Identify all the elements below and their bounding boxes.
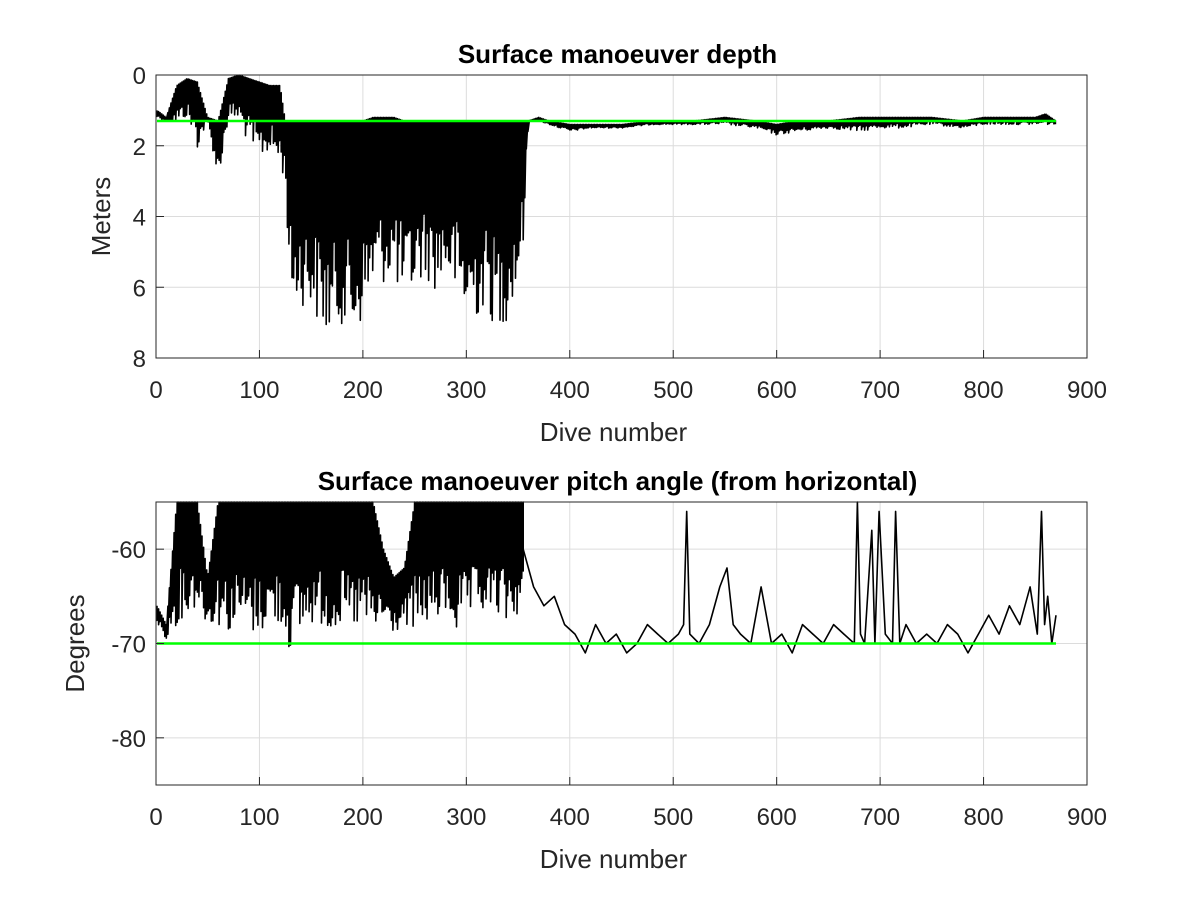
pitch-data-line-0: [156, 501, 524, 648]
depth-x-tick-label: 600: [757, 377, 797, 404]
pitch-series-layer: [156, 501, 1057, 654]
depth-plot: 0 100 200 300 400 500 600 700 800 900 0 2 4 6 8 Surfac…: [86, 39, 1107, 447]
depth-x-tick-label: 900: [1067, 377, 1107, 404]
pitch-x-tick-label: 700: [860, 804, 900, 831]
depth-y-tick-label: 6: [133, 275, 146, 302]
depth-x-tick-label: 0: [149, 377, 162, 404]
depth-y-tick-label: 2: [133, 134, 146, 161]
pitch-y-tick-label: -80: [111, 726, 146, 753]
pitch-plot: 0 100 200 300 400 500 600 700 800 900 -60 -70 -80 Su…: [60, 466, 1107, 874]
depth-x-tick-label: 200: [343, 377, 383, 404]
depth-y-axis-label: Meters: [86, 177, 116, 256]
pitch-x-tick-label: 100: [239, 804, 279, 831]
depth-x-tick-label: 100: [239, 377, 279, 404]
depth-chart-title: Surface manoeuver depth: [458, 39, 777, 69]
pitch-x-tick-label: 400: [550, 804, 590, 831]
depth-x-tick-label: 500: [653, 377, 693, 404]
pitch-x-tick-label: 500: [653, 804, 693, 831]
pitch-x-tick-label: 0: [149, 804, 162, 831]
pitch-y-tick-label: -60: [111, 537, 146, 564]
depth-x-tick-label: 800: [964, 377, 1004, 404]
depth-y-tick-label: 0: [133, 63, 146, 90]
depth-x-tick-label: 300: [446, 377, 486, 404]
depth-x-tick-label: 700: [860, 377, 900, 404]
depth-tick-layer: 0 100 200 300 400 500 600 700 800 900 0 2 4 6 8: [133, 63, 1107, 404]
pitch-x-axis-label: Dive number: [540, 844, 688, 874]
pitch-y-tick-label: -70: [111, 632, 146, 659]
pitch-x-tick-label: 200: [343, 804, 383, 831]
depth-y-tick-label: 4: [133, 205, 146, 232]
depth-x-axis-label: Dive number: [540, 417, 688, 447]
pitch-x-tick-label: 300: [446, 804, 486, 831]
pitch-chart-title: Surface manoeuver pitch angle (from hori…: [318, 466, 918, 496]
pitch-y-axis-label: Degrees: [60, 594, 90, 692]
depth-series-layer: [156, 74, 1057, 326]
pitch-tick-layer: 0 100 200 300 400 500 600 700 800 900 -60 -70 -80: [111, 537, 1107, 831]
depth-y-tick-label: 8: [133, 346, 146, 373]
depth-x-tick-label: 400: [550, 377, 590, 404]
pitch-x-tick-label: 800: [964, 804, 1004, 831]
pitch-x-tick-label: 600: [757, 804, 797, 831]
depth-data-line-0: [156, 74, 1057, 326]
pitch-x-tick-label: 900: [1067, 804, 1107, 831]
